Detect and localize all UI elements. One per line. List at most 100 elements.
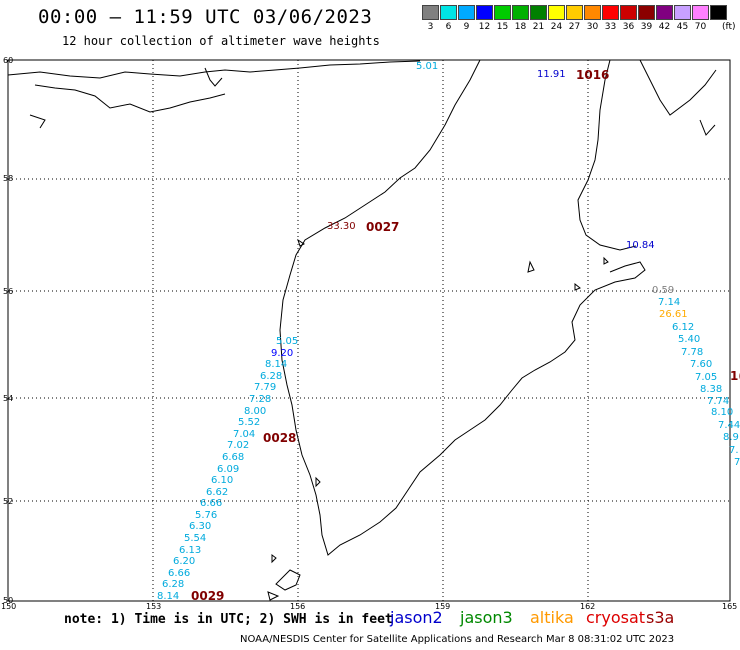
lon-label: 165 [722,602,738,611]
swh-value: 7.60 [690,359,713,370]
lon-label: 150 [1,602,17,611]
swh-value: 8.9 [723,432,739,443]
swh-value: 5.54 [184,533,207,544]
swh-value: 10.84 [626,240,655,251]
satellite-cryosat: cryosat [586,608,646,627]
swh-value: 26.61 [659,309,688,320]
lon-label: 153 [146,602,162,611]
legend-swatch [638,5,655,20]
legend-swatch [476,5,493,20]
swh-value: 5.01 [416,61,439,72]
legend-swatch [692,5,709,20]
swh-value: 8.10 [711,407,734,418]
swh-value: 6.20 [173,556,196,567]
pass-id: 0028 [263,431,297,445]
swh-value: 6.28 [162,579,185,590]
swh-value: 0.59 [652,285,675,296]
lon-label: 162 [580,602,596,611]
map-grid [8,60,730,601]
legend-swatch [620,5,637,20]
legend-swatch [602,5,619,20]
swh-value: 7.44 [718,420,740,431]
swh-value: 7.78 [681,347,704,358]
legend-swatch [512,5,529,20]
swh-value: 6.66 [168,568,191,579]
legend-swatch [440,5,457,20]
satellite-jason3: jason3 [460,608,513,627]
legend-label: 15 [496,22,509,32]
swh-value: 8.14 [157,591,180,602]
swh-value: 7 [734,457,740,468]
swh-value: 5.40 [678,334,701,345]
legend-swatch [656,5,673,20]
swh-value: 7. [729,445,739,456]
swh-value: 7.74 [707,396,730,407]
legend-label: 18 [514,22,527,32]
pass-id: 0027 [366,220,400,234]
page-subtitle: 12 hour collection of altimeter wave hei… [62,34,380,48]
legend-swatch [566,5,583,20]
legend-label: 9 [463,22,470,32]
legend-label: 36 [622,22,635,32]
swh-value: 7.02 [227,440,250,451]
swh-value: 7.04 [233,429,256,440]
swh-value: 6.12 [672,322,695,333]
swh-value: 8.14 [265,359,288,370]
lat-label: 54 [3,394,14,403]
swh-value: 7.79 [254,382,277,393]
legend-label: 42 [658,22,671,32]
swh-value: 8.38 [700,384,723,395]
satellite-altika: altika [530,608,574,627]
legend-label: 70 [694,22,707,32]
pass-id: 1016 [576,68,610,82]
credit-line: NOAA/NESDIS Center for Satellite Applica… [240,634,675,645]
footer-note: note: 1) Time is in UTC; 2) SWH is in fe… [64,612,393,627]
pass-id: 0029 [191,589,225,603]
legend-swatch [710,5,727,20]
legend-label: 45 [676,22,689,32]
legend-label: 33 [604,22,617,32]
swh-value: 33.30 [327,221,356,232]
lat-label: 52 [3,497,14,506]
legend-swatch [494,5,511,20]
swh-value: 6.30 [189,521,212,532]
legend-label: 24 [550,22,563,32]
swh-value: 6.09 [217,464,240,475]
satellite-s3a: s3a [646,608,675,627]
swh-value: 5.52 [238,417,261,428]
coastline [7,59,717,601]
swh-value: 6.68 [222,452,245,463]
swh-value: 6.13 [179,545,202,556]
swh-value: 6.62 [206,487,229,498]
legend-unit: (ft) [722,22,736,32]
legend-swatch [458,5,475,20]
lat-label: 56 [3,287,14,296]
legend-swatch [530,5,547,20]
swh-value: 7.14 [658,297,681,308]
swh-value: 5.76 [195,510,218,521]
lat-label: 50 [3,596,14,605]
lon-label: 156 [290,602,306,611]
legend-swatch [584,5,601,20]
swh-value: 6.28 [260,371,283,382]
lat-label: 60 [3,56,14,65]
map-frame [7,59,731,602]
swh-value: 6.10 [211,475,234,486]
swh-value: 9.20 [271,348,294,359]
legend-swatch [674,5,691,20]
lat-label: 58 [3,174,14,183]
legend-label: 27 [568,22,581,32]
page-title: 00:00 – 11:59 UTC 03/06/2023 [38,6,373,28]
legend-label: 21 [532,22,545,32]
legend-label: 39 [640,22,653,32]
lon-label: 159 [435,602,451,611]
legend-label: 3 [427,22,434,32]
legend-swatch [548,5,565,20]
pass-id: 1( [730,369,740,383]
swh-value: 5.05 [276,336,299,347]
legend-label: 30 [586,22,599,32]
swh-value: 11.91 [537,69,566,80]
swh-value: 8.00 [244,406,267,417]
legend-swatch [422,5,439,20]
